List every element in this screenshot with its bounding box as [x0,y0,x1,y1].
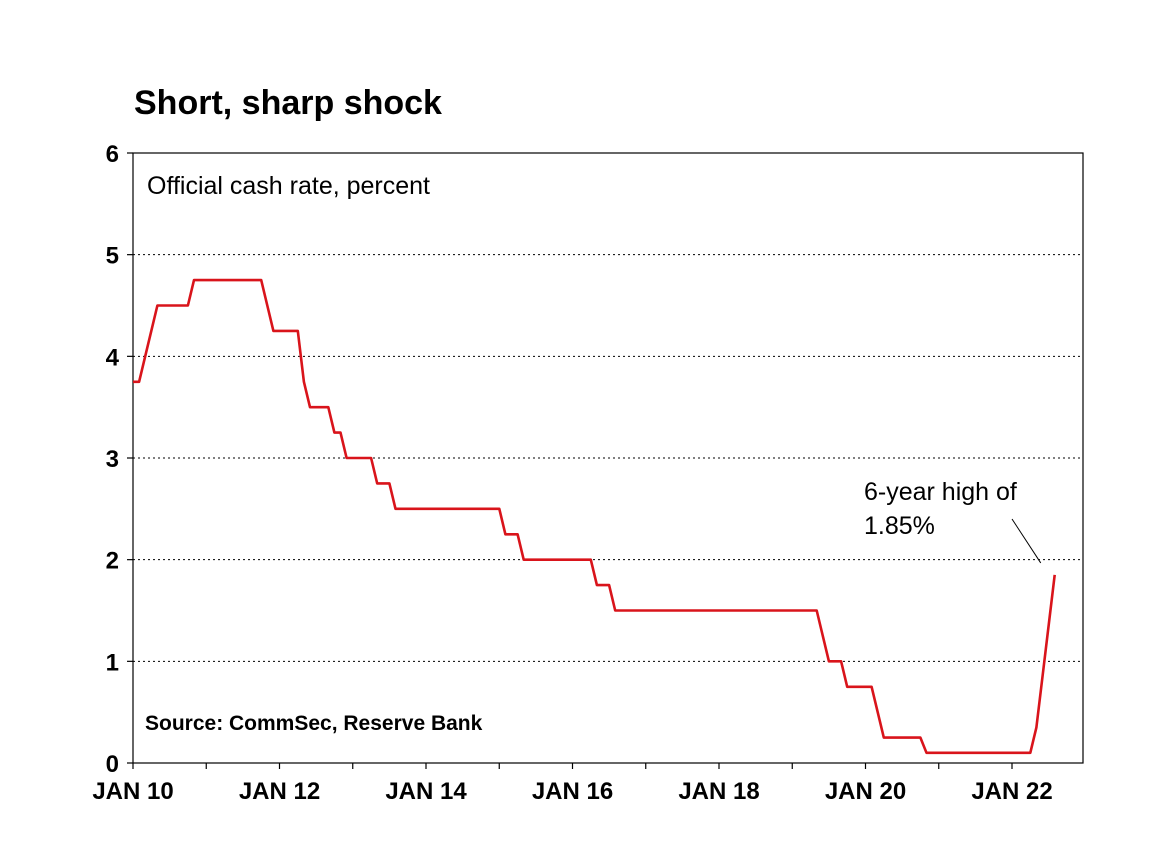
annotation-leader-line [1011,518,1042,564]
annotation-text: 6-year high of [864,478,1017,506]
y-axis: 0 1 2 3 4 5 6 [106,141,133,778]
y-tick-label: 0 [106,751,119,778]
x-tick-label: JAN 16 [532,778,613,805]
x-tick-label: JAN 22 [971,778,1052,805]
y-tick-label: 6 [106,141,119,168]
chart-subtitle: Official cash rate, percent [147,172,430,200]
annotation-text: 1.85% [864,512,935,540]
x-tick-label: JAN 18 [678,778,759,805]
x-tick-label: JAN 10 [92,778,173,805]
y-tick-label: 4 [106,344,120,371]
y-tick-label: 2 [106,548,119,575]
gridlines [133,254,1083,662]
source-note: Source: CommSec, Reserve Bank [145,712,483,735]
y-tick-label: 1 [106,649,119,676]
x-tick-label: JAN 12 [239,778,320,805]
y-tick-label: 5 [106,243,119,270]
annotation: 6-year high of 1.85% [864,478,1042,564]
series-line [133,278,1056,755]
x-tick-label: JAN 20 [825,778,906,805]
series-cash-rate [133,278,1056,755]
chart-title: Short, sharp shock [134,84,442,122]
x-tick-label: JAN 14 [385,778,467,805]
y-tick-label: 3 [106,446,119,473]
x-axis: JAN 10 JAN 12 JAN 14 JAN 16 JAN 18 JAN 20 JAN … [92,763,1053,805]
